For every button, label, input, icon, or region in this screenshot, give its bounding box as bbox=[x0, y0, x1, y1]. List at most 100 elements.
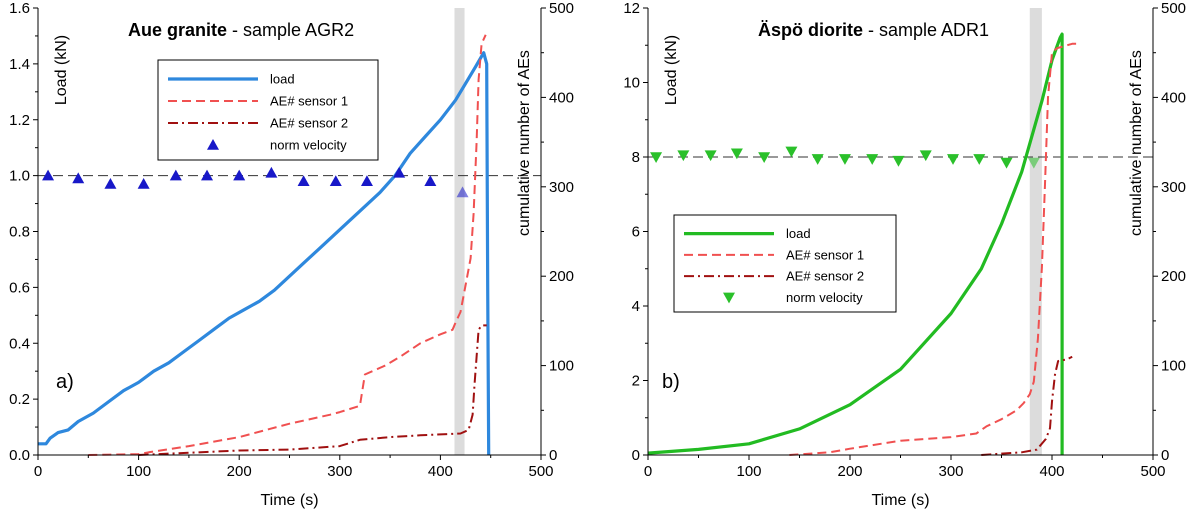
x-tick-label: 200 bbox=[837, 463, 862, 480]
legend-label: AE# sensor 2 bbox=[270, 116, 348, 131]
y-tick-label: 1.6 bbox=[9, 0, 30, 17]
legend-label: norm velocity bbox=[270, 138, 347, 153]
shaded-band bbox=[1029, 8, 1042, 455]
y2-tick-label: 200 bbox=[549, 268, 574, 285]
x-tick-label: 100 bbox=[126, 463, 151, 480]
legend-label: AE# sensor 1 bbox=[786, 247, 864, 262]
panel-label: b) bbox=[662, 371, 680, 393]
velocity-marker bbox=[677, 150, 690, 162]
panel-b-chart: 0 100 200 300 400 500024681012010020030040050… bbox=[623, 0, 1186, 509]
y-tick-label: 1.4 bbox=[9, 56, 30, 73]
y2-axis-label: cumulative number of AEs bbox=[516, 50, 533, 236]
x-tick-label: 0 bbox=[34, 463, 42, 480]
velocity-marker bbox=[838, 154, 851, 165]
velocity-marker bbox=[329, 175, 342, 187]
series-line-ae-sensor-2 bbox=[981, 355, 1073, 456]
legend-label: AE# sensor 1 bbox=[270, 94, 348, 109]
velocity-marker bbox=[233, 169, 246, 181]
y-tick-label: 0.6 bbox=[9, 279, 30, 296]
velocity-marker bbox=[137, 178, 150, 189]
x-tick-label: 200 bbox=[227, 463, 252, 480]
velocity-marker bbox=[169, 169, 182, 181]
velocity-marker bbox=[650, 152, 663, 163]
y-axis-label: Load (kN) bbox=[53, 35, 70, 105]
legend-marker bbox=[723, 292, 735, 304]
velocity-marker bbox=[201, 169, 214, 181]
legend-marker bbox=[207, 139, 219, 150]
title-rest: - sample AGR2 bbox=[227, 20, 354, 40]
velocity-marker bbox=[424, 175, 437, 187]
y2-tick-label: 500 bbox=[549, 0, 574, 17]
y2-tick-label: 100 bbox=[1161, 358, 1186, 375]
y-axis-label: Load (kN) bbox=[663, 35, 680, 105]
y-tick-label: 12 bbox=[623, 0, 640, 17]
x-tick-label: 500 bbox=[528, 463, 553, 480]
velocity-marker bbox=[785, 146, 798, 158]
y-tick-label: 4 bbox=[632, 298, 640, 315]
velocity-marker bbox=[1000, 157, 1013, 169]
chart-title: Äspö diorite - sample ADR1 bbox=[758, 20, 989, 40]
x-tick-label: 100 bbox=[736, 463, 761, 480]
series-line-load bbox=[38, 51, 491, 456]
velocity-marker bbox=[456, 186, 469, 198]
velocity-marker bbox=[704, 150, 717, 162]
velocity-marker bbox=[892, 155, 905, 167]
y2-axis-label: cumulative number of AEs bbox=[1128, 50, 1145, 236]
velocity-marker bbox=[1027, 157, 1040, 169]
x-tick-label: 0 bbox=[644, 463, 652, 480]
x-tick-label: 400 bbox=[1039, 463, 1064, 480]
y2-tick-label: 300 bbox=[549, 179, 574, 196]
y2-tick-label: 500 bbox=[1161, 0, 1186, 17]
chart-title: Aue granite - sample AGR2 bbox=[128, 20, 354, 40]
velocity-marker bbox=[265, 166, 278, 178]
legend-box bbox=[157, 59, 379, 161]
y-tick-label: 6 bbox=[632, 224, 640, 241]
x-axis-label: Time (s) bbox=[871, 492, 929, 509]
title-rest: - sample ADR1 bbox=[863, 20, 989, 40]
y-tick-label: 0 bbox=[632, 447, 640, 464]
y-tick-label: 1.0 bbox=[9, 168, 30, 185]
y2-tick-label: 400 bbox=[549, 89, 574, 106]
shaded-band bbox=[454, 8, 465, 455]
y-tick-label: 10 bbox=[623, 75, 640, 92]
velocity-marker bbox=[866, 154, 879, 165]
y2-tick-label: 300 bbox=[1161, 179, 1186, 196]
y-tick-label: 0.8 bbox=[9, 224, 30, 241]
velocity-marker bbox=[393, 166, 406, 178]
velocity-marker bbox=[947, 154, 960, 165]
legend-label: norm velocity bbox=[786, 290, 863, 305]
y-tick-label: 8 bbox=[632, 149, 640, 166]
legend-label: load bbox=[270, 72, 295, 87]
y-tick-label: 0.4 bbox=[9, 335, 30, 352]
legend-box bbox=[673, 214, 897, 313]
legend-label: load bbox=[786, 226, 811, 241]
y2-tick-label: 0 bbox=[549, 447, 557, 464]
series-line-load bbox=[647, 32, 1064, 455]
velocity-marker bbox=[758, 152, 771, 163]
y-tick-label: 0.0 bbox=[9, 447, 30, 464]
velocity-marker bbox=[919, 150, 932, 162]
x-tick-label: 500 bbox=[1140, 463, 1165, 480]
title-bold: Äspö diorite bbox=[758, 20, 863, 40]
panel-a-chart: 0 100 200 300 400 500 0.0 0.2 0.4 0.6 0.8 1.0 1.2 1.4… bbox=[9, 0, 574, 509]
title-bold: Aue granite bbox=[128, 20, 227, 40]
x-tick-label: 300 bbox=[327, 463, 352, 480]
y-tick-label: 2 bbox=[632, 373, 640, 390]
x-axis-label: Time (s) bbox=[260, 492, 318, 509]
velocity-marker bbox=[973, 154, 986, 165]
series-line-ae-sensor-1 bbox=[789, 42, 1078, 456]
y2-tick-label: 0 bbox=[1161, 447, 1169, 464]
velocity-marker bbox=[730, 148, 743, 160]
y2-tick-label: 400 bbox=[1161, 89, 1186, 106]
series-line-ae-sensor-1 bbox=[88, 34, 487, 456]
velocity-marker bbox=[104, 178, 117, 189]
velocity-marker bbox=[811, 154, 824, 165]
panel-label: a) bbox=[56, 371, 74, 393]
y2-tick-label: 200 bbox=[1161, 268, 1186, 285]
x-tick-label: 400 bbox=[428, 463, 453, 480]
x-tick-label: 300 bbox=[938, 463, 963, 480]
y-tick-label: 1.2 bbox=[9, 112, 30, 129]
velocity-marker bbox=[360, 175, 373, 187]
legend-label: AE# sensor 2 bbox=[786, 269, 864, 284]
